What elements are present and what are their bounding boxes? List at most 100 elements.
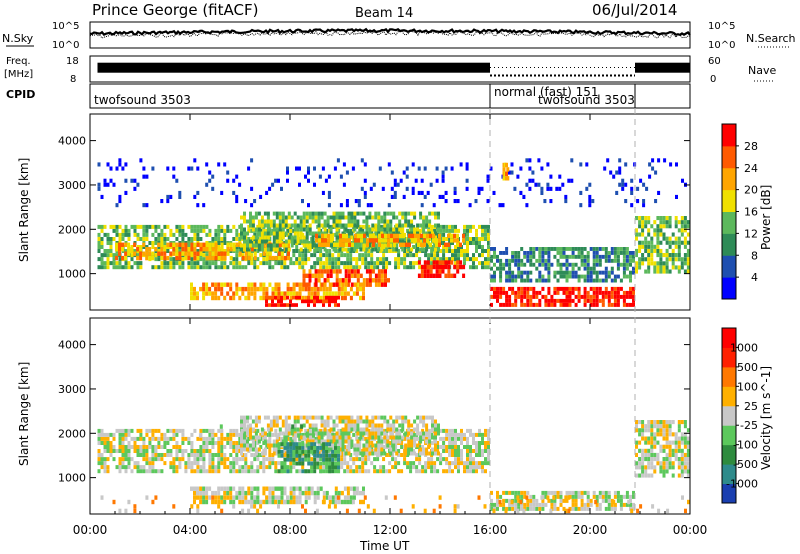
velocity-cell: [148, 428, 152, 433]
power-cell: [232, 247, 236, 252]
power-cell: [680, 265, 684, 270]
velocity-cell: [359, 415, 363, 420]
power-cell: [541, 254, 545, 259]
power-cell: [559, 286, 563, 291]
power-cell: [526, 254, 530, 259]
velocity-cell: [439, 461, 443, 466]
freq-panel: Freq. [MHz] 18 8 60 0 Nave: [4, 55, 776, 85]
velocity-cell: [365, 439, 369, 444]
velocity-cell: [292, 490, 296, 496]
power-cell: [127, 237, 131, 241]
power-cell: [427, 241, 431, 245]
velocity-cell: [202, 495, 206, 500]
power-cell: [547, 298, 551, 303]
power-cell: [313, 303, 316, 307]
power-cell: [638, 265, 642, 270]
velocity-cell: [277, 469, 281, 474]
power-cell: [568, 274, 572, 279]
power-cell: [459, 162, 463, 167]
power-cell: [193, 228, 197, 233]
power-cell: [313, 166, 316, 171]
velocity-cell: [124, 453, 128, 457]
velocity-cell: [478, 453, 481, 457]
velocity-cell: [235, 490, 239, 496]
velocity-cell: [319, 446, 323, 450]
power-cell: [595, 251, 599, 255]
power-cell: [313, 253, 317, 258]
velocity-cell: [313, 436, 317, 441]
power-cell: [526, 286, 530, 291]
power-cell: [565, 262, 569, 267]
power-cell: [217, 286, 221, 292]
power-cell: [407, 223, 411, 228]
velocity-cell: [349, 436, 353, 441]
power-cell: [481, 253, 484, 258]
velocity-cell: [115, 428, 119, 433]
power-cell: [601, 294, 605, 299]
velocity-cell: [487, 445, 490, 449]
power-cell: [271, 182, 275, 187]
velocity-cell: [367, 441, 371, 445]
power-cell: [169, 251, 173, 256]
power-cell: [377, 231, 381, 236]
power-cell: [654, 170, 658, 175]
power-cell: [301, 265, 305, 270]
power-cell: [451, 224, 454, 229]
power-cell: [432, 233, 435, 239]
velocity-cell: [409, 461, 413, 466]
power-cell: [607, 294, 611, 299]
power-ytick-label: 1000: [58, 268, 86, 281]
power-cell: [526, 298, 530, 303]
power-cell: [517, 270, 521, 275]
power-cell: [624, 182, 628, 187]
velocity-cell: [356, 447, 360, 452]
power-cell: [647, 228, 651, 233]
velocity-cell: [487, 428, 490, 433]
power-cell: [409, 253, 413, 258]
power-cell: [350, 223, 354, 228]
power-cell: [364, 237, 368, 241]
velocity-cell: [127, 445, 131, 449]
velocity-cell: [172, 428, 176, 433]
power-cell: [301, 295, 305, 301]
power-cell: [202, 242, 206, 247]
power-cell: [247, 286, 251, 292]
power-cell: [346, 282, 350, 287]
velocity-cell: [241, 465, 245, 470]
velocity-cell: [353, 427, 357, 432]
power-cell: [425, 219, 429, 224]
velocity-cell: [154, 457, 158, 462]
velocity-cell: [550, 502, 554, 507]
power-cell: [366, 242, 369, 247]
velocity-cell: [280, 449, 284, 454]
power-cell: [535, 294, 539, 299]
power-cell: [657, 190, 661, 195]
power-cell: [175, 242, 179, 247]
velocity-cell: [202, 461, 206, 466]
velocity-cell: [284, 431, 288, 436]
velocity-cell: [401, 427, 405, 432]
power-cell: [465, 166, 469, 171]
power-cell: [496, 298, 499, 303]
power-cell: [326, 278, 330, 283]
velocity-cell: [410, 435, 414, 440]
power-cell: [124, 251, 128, 256]
velocity-cell: [425, 427, 429, 432]
power-cell: [625, 274, 629, 279]
power-cell: [350, 273, 354, 278]
power-cell: [677, 248, 681, 253]
velocity-cell: [428, 431, 432, 436]
velocity-cell: [226, 495, 230, 500]
power-cell: [613, 298, 617, 303]
velocity-cell: [208, 495, 212, 500]
power-cell: [389, 231, 393, 236]
power-cell: [377, 269, 381, 274]
power-cell: [246, 231, 249, 236]
velocity-cell: [583, 490, 587, 495]
power-cell: [595, 298, 599, 303]
power-cell: [337, 228, 341, 233]
power-cell: [438, 233, 441, 239]
power-cell: [607, 258, 611, 263]
power-cell: [284, 231, 288, 236]
